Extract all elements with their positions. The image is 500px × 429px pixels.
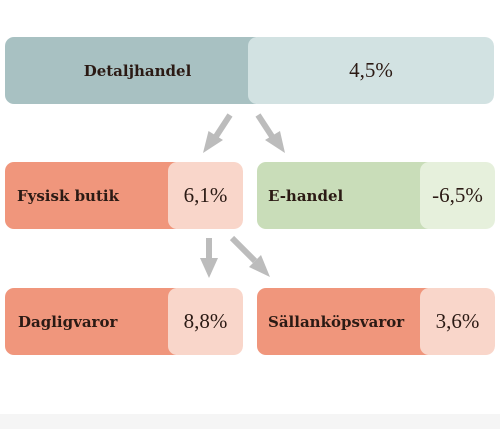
node-value-detaljhandel: 4,5% bbox=[248, 37, 494, 104]
arrowhead-sallankopsvaror bbox=[249, 255, 270, 277]
arrowhead-fysisk-butik bbox=[203, 131, 223, 153]
node-label-fysisk-butik: Fysisk butik bbox=[5, 162, 176, 229]
bottom-band bbox=[0, 414, 500, 429]
node-e-handel: E-handel -6,5% bbox=[257, 162, 495, 229]
node-dagligvaror: Dagligvaror 8,8% bbox=[5, 288, 243, 355]
arrow-fysisk-butik-sallankopsvaror bbox=[229, 235, 258, 264]
node-label-sallankopsvaror: Sällanköpsvaror bbox=[257, 288, 428, 355]
node-detaljhandel: Detaljhandel 4,5% bbox=[5, 37, 494, 104]
arrowhead-dagligvaror bbox=[200, 258, 218, 278]
node-label-e-handel: E-handel bbox=[257, 162, 428, 229]
arrowhead-e-handel bbox=[265, 131, 285, 153]
node-value-dagligvaror: 8,8% bbox=[168, 288, 243, 355]
node-fysisk-butik: Fysisk butik 6,1% bbox=[5, 162, 243, 229]
node-label-dagligvaror: Dagligvaror bbox=[5, 288, 176, 355]
node-value-sallankopsvaror: 3,6% bbox=[420, 288, 495, 355]
node-label-detaljhandel: Detaljhandel bbox=[5, 37, 256, 104]
arrow-detaljhandel-fysisk-butik bbox=[212, 113, 233, 140]
arrow-detaljhandel-e-handel bbox=[255, 113, 276, 140]
node-sallankopsvaror: Sällanköpsvaror 3,6% bbox=[257, 288, 495, 355]
node-value-e-handel: -6,5% bbox=[420, 162, 495, 229]
node-value-fysisk-butik: 6,1% bbox=[168, 162, 243, 229]
